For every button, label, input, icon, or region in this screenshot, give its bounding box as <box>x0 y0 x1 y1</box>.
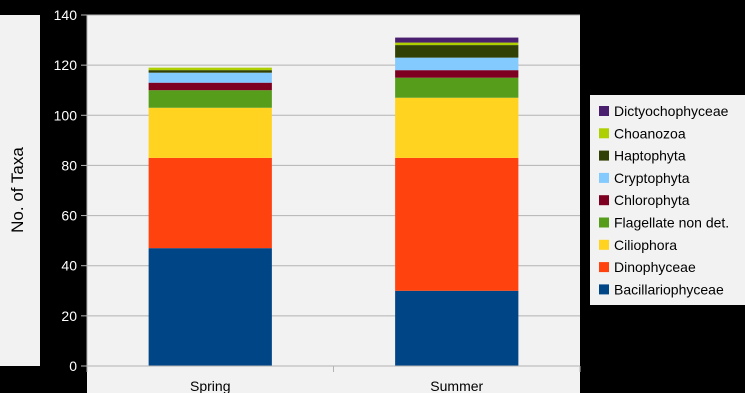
legend-swatch <box>599 217 609 228</box>
legend-swatch <box>599 195 609 206</box>
bars <box>148 37 519 366</box>
bar-segment-chlorophyta <box>395 70 519 78</box>
legend-label: Dictyochophyceae <box>614 103 729 119</box>
bar-segment-dictyochophyceae <box>395 37 519 43</box>
y-tick-label: 80 <box>61 157 77 173</box>
bar-segment-flagellate-non-det <box>148 90 272 108</box>
bar-segment-choanozoa <box>395 42 519 46</box>
legend-swatch <box>599 128 609 139</box>
x-tick-label: Spring <box>190 378 230 393</box>
bar-segment-bacillariophyceae <box>395 290 519 366</box>
legend-label: Choanozoa <box>614 125 686 141</box>
legend-swatch <box>599 172 609 183</box>
bar-segment-haptophyta <box>148 70 272 73</box>
bar-segment-bacillariophyceae <box>148 248 272 366</box>
y-tick-label: 100 <box>54 107 78 123</box>
legend-label: Haptophyta <box>614 148 686 164</box>
legend-swatch <box>599 239 609 250</box>
y-title-panel <box>0 15 40 366</box>
legend-swatch <box>599 150 609 161</box>
bar-segment-ciliophora <box>148 107 272 158</box>
bar-segment-cryptophyta <box>395 57 519 71</box>
y-tick-label: 140 <box>54 7 78 23</box>
bar-segment-ciliophora <box>395 97 519 158</box>
bar-segment-haptophyta <box>395 45 519 58</box>
legend-swatch <box>599 284 609 295</box>
legend: Dictyochophyceae Choanozoa Haptophyta Crypt… <box>599 103 729 297</box>
legend-label: Chlorophyta <box>614 192 690 208</box>
legend-swatch <box>599 262 609 273</box>
x-tick-label: Summer <box>430 378 483 393</box>
legend-label: Flagellate non det. <box>614 215 729 231</box>
bar-segment-dinophyceae <box>395 157 519 291</box>
bar-segment-cryptophyta <box>148 72 272 83</box>
legend-label: Bacillariophyceae <box>614 281 724 297</box>
legend-swatch <box>599 106 609 116</box>
y-tick-label: 0 <box>69 358 77 374</box>
bar-segment-choanozoa <box>148 67 272 71</box>
legend-label: Cryptophyta <box>614 170 690 186</box>
bar-segment-chlorophyta <box>148 82 272 91</box>
y-tick-label: 20 <box>61 308 77 324</box>
bar-segment-dinophyceae <box>148 157 272 249</box>
legend-label: Ciliophora <box>614 237 677 253</box>
y-tick-label: 40 <box>61 258 77 274</box>
y-tick-label: 120 <box>54 57 78 73</box>
axes: 0 20 40 60 80 100 120 140 Spring Summer <box>54 7 581 393</box>
y-axis-title: No. of Taxa <box>8 147 27 233</box>
bar-segment-flagellate-non-det <box>395 77 519 98</box>
y-tick-label: 60 <box>61 208 77 224</box>
legend-panel <box>590 95 745 305</box>
legend-label: Dinophyceae <box>614 259 696 275</box>
